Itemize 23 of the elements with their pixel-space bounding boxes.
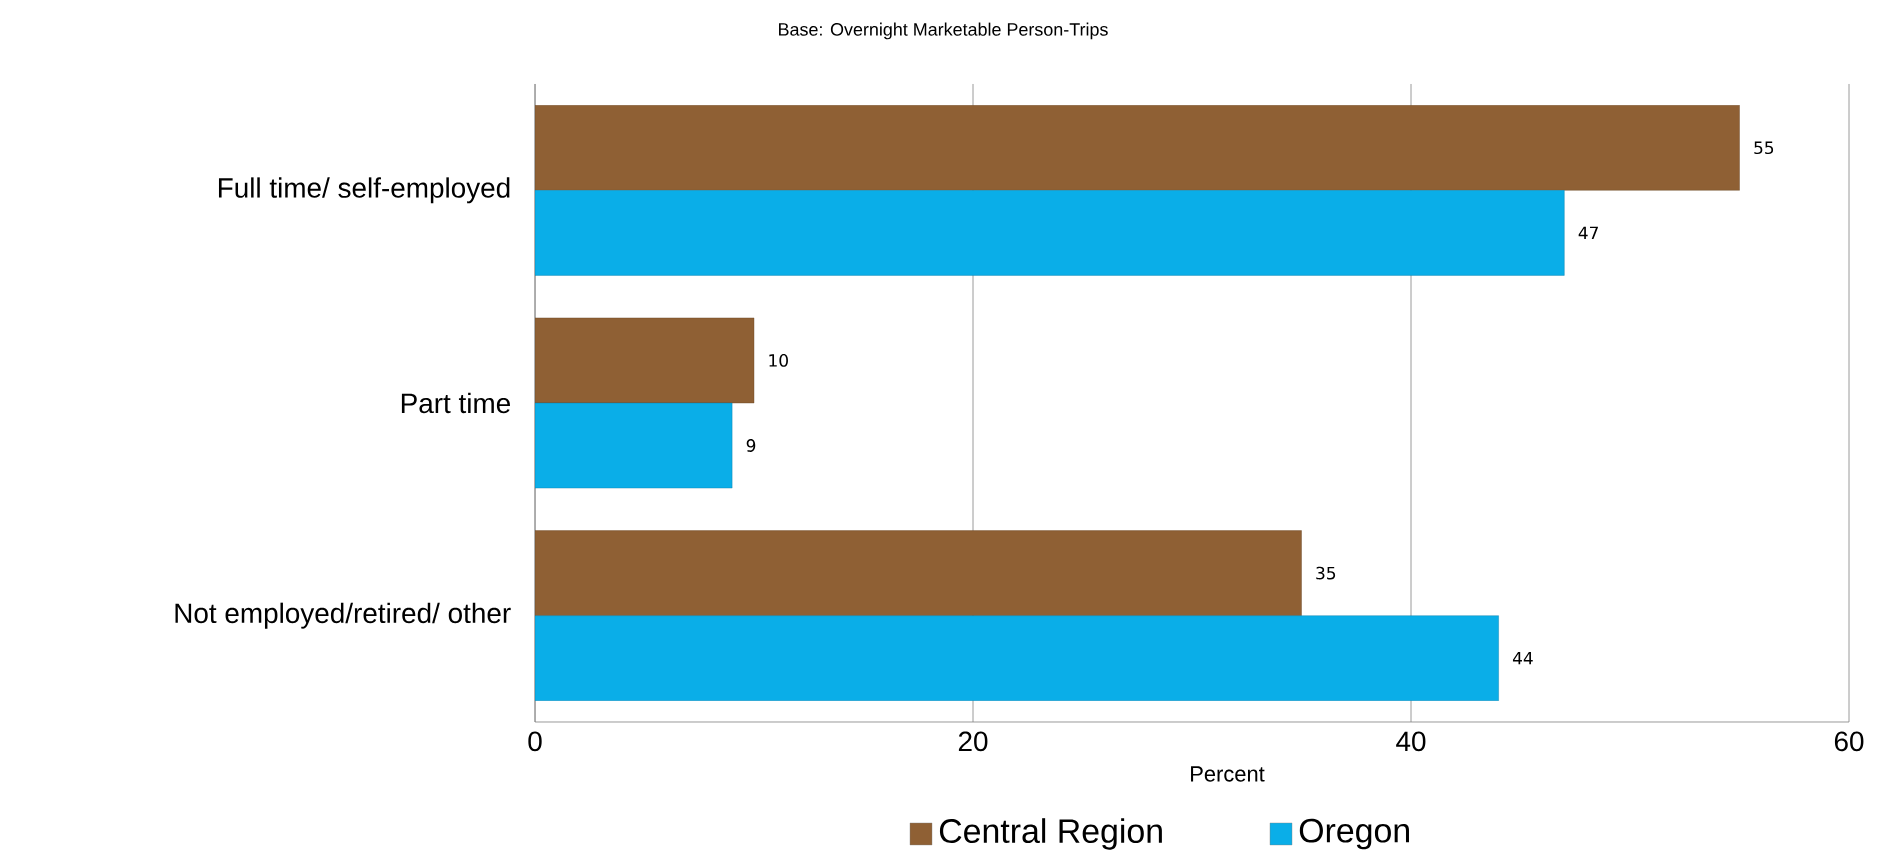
y-tick-label: Not employed/retired/ other — [175, 602, 511, 629]
x-tick-label: 60 — [1834, 731, 1864, 752]
data-label: 55 — [1754, 141, 1774, 155]
x-tick-label: 20 — [958, 731, 988, 752]
data-label: 35 — [1316, 566, 1336, 580]
legend-label: Oregon — [1299, 818, 1409, 850]
data-label: 9 — [746, 439, 756, 452]
x-axis-title: Percent — [1191, 766, 1265, 782]
data-label: 10 — [769, 354, 788, 367]
data-label: 44 — [1512, 652, 1533, 665]
bar — [535, 615, 1499, 701]
data-label: 47 — [1578, 226, 1598, 240]
bar — [535, 105, 1740, 191]
chart-title: Base: Overnight Marketable Person-Trips — [779, 22, 1108, 40]
y-tick-label: Part time — [401, 392, 510, 414]
bar — [535, 190, 1565, 276]
x-tick-label: 0 — [528, 731, 542, 752]
bar — [535, 402, 733, 489]
bar — [535, 530, 1302, 616]
y-tick-label: Full time/ self-employed — [218, 177, 510, 204]
legend-label: Central Region — [939, 818, 1162, 850]
x-tick-label: 40 — [1396, 731, 1426, 752]
bar — [535, 317, 755, 404]
